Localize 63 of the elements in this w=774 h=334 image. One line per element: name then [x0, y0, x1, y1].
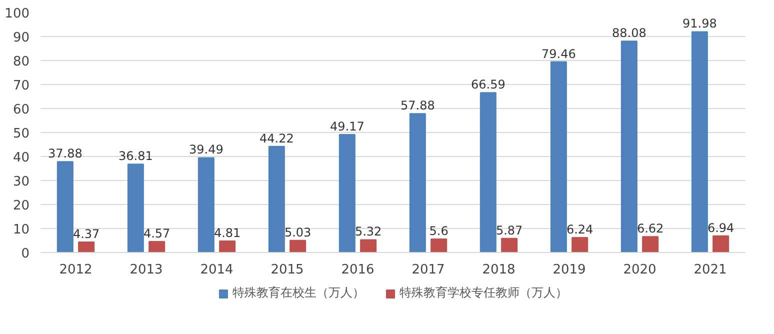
data-label: 6.94 — [707, 220, 734, 235]
x-tick-label: 2015 — [270, 262, 304, 278]
bar — [338, 134, 356, 252]
y-tick-label: 60 — [12, 102, 30, 118]
bar — [198, 157, 214, 252]
data-label: 44.22 — [260, 131, 294, 146]
bar — [620, 40, 638, 252]
data-label: 37.88 — [48, 146, 82, 161]
y-tick-label: 80 — [12, 54, 30, 70]
y-tick-label: 50 — [12, 126, 30, 142]
data-label: 4.37 — [72, 227, 100, 242]
bar — [56, 161, 74, 252]
bar — [550, 61, 567, 252]
data-label: 57.88 — [400, 98, 435, 113]
y-tick-label: 0 — [21, 246, 30, 262]
x-tick-label: 2018 — [482, 262, 516, 278]
bar — [572, 237, 588, 252]
legend-label: 特殊教育学校专任教师（万人） — [400, 284, 568, 302]
bar — [219, 240, 236, 252]
x-tick-label: 2012 — [59, 262, 92, 278]
data-label: 5.6 — [429, 224, 448, 238]
data-label: 88.08 — [612, 26, 646, 40]
y-tick-label: 40 — [12, 150, 30, 166]
data-label: 5.03 — [284, 225, 312, 240]
y-tick-label: 20 — [12, 198, 30, 214]
bar — [501, 238, 518, 252]
bar — [430, 238, 448, 252]
bar — [290, 240, 306, 252]
x-tick-label: 2020 — [623, 262, 656, 278]
bar — [148, 241, 166, 252]
data-label: 5.32 — [354, 224, 382, 239]
data-label: 91.98 — [682, 16, 717, 31]
legend-label: 特殊教育在校生（万人） — [232, 284, 364, 302]
x-tick-label: 2019 — [552, 262, 586, 278]
bar — [360, 239, 377, 252]
bar — [480, 92, 496, 252]
bar — [268, 146, 285, 252]
data-label: 36.81 — [118, 149, 153, 164]
data-label: 39.49 — [189, 142, 224, 157]
bar — [409, 113, 426, 252]
data-label: 6.62 — [636, 222, 664, 236]
y-tick-label: 70 — [12, 78, 30, 94]
data-label: 49.17 — [330, 119, 364, 134]
bar — [691, 31, 708, 252]
bar — [127, 164, 144, 252]
y-tick-label: 10 — [12, 222, 30, 238]
data-label: 6.24 — [566, 222, 594, 237]
bar — [78, 242, 95, 252]
y-tick-label: 30 — [12, 174, 30, 190]
bar — [642, 236, 659, 252]
y-tick-label: 90 — [12, 30, 30, 46]
data-label: 4.57 — [143, 226, 170, 241]
x-tick-label: 2021 — [694, 262, 727, 278]
x-tick-label: 2014 — [200, 262, 234, 278]
x-tick-label: 2013 — [130, 262, 163, 278]
data-label: 5.87 — [496, 223, 523, 238]
y-tick-label: 100 — [4, 6, 30, 22]
data-label: 79.46 — [542, 46, 576, 61]
x-tick-label: 2016 — [341, 262, 374, 278]
bar — [712, 235, 730, 252]
data-label: 4.81 — [214, 226, 241, 240]
x-tick-label: 2017 — [412, 262, 445, 278]
data-label: 66.59 — [471, 78, 506, 92]
